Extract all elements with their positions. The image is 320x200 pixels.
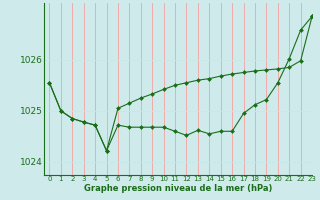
X-axis label: Graphe pression niveau de la mer (hPa): Graphe pression niveau de la mer (hPa) bbox=[84, 184, 272, 193]
